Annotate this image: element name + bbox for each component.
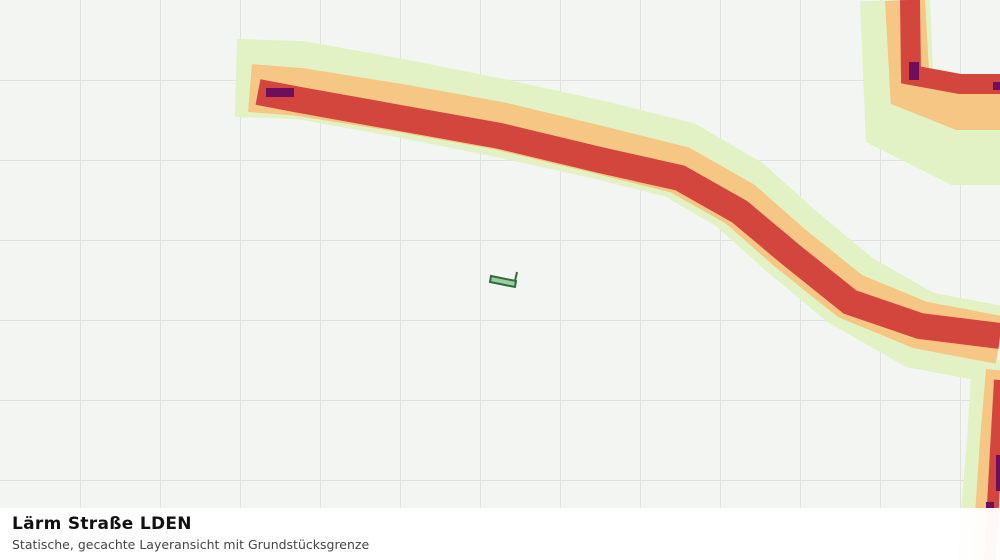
noise-band-high bbox=[255, 79, 1000, 349]
noise-band-max bbox=[266, 62, 1000, 508]
layer-subtitle: Statische, gecachte Layeransicht mit Gru… bbox=[12, 537, 370, 552]
noise-layer bbox=[234, 0, 1000, 560]
noise-band-high bbox=[900, 0, 1000, 94]
parcel-boundary bbox=[488, 274, 518, 289]
layer-title: Lärm Straße LDEN bbox=[12, 514, 192, 534]
caption: Lärm Straße LDEN Statische, gecachte Lay… bbox=[0, 508, 1000, 560]
parcel-boundary bbox=[514, 271, 518, 282]
